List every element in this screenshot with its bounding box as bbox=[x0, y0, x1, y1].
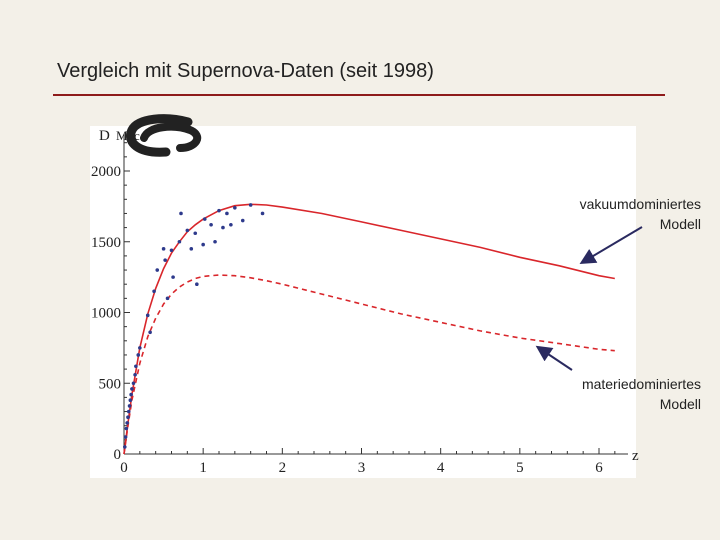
data-point bbox=[177, 239, 182, 244]
data-point bbox=[248, 203, 253, 207]
data-point bbox=[126, 415, 130, 420]
title-underline bbox=[53, 94, 665, 96]
y-tick-label: 2000 bbox=[91, 164, 121, 180]
data-point bbox=[123, 435, 128, 439]
data-point bbox=[122, 445, 127, 449]
data-point bbox=[240, 218, 245, 223]
data-point bbox=[193, 231, 198, 236]
data-point bbox=[225, 211, 229, 216]
y-tick-label: 0 bbox=[114, 447, 122, 463]
data-point bbox=[127, 404, 132, 408]
data-point bbox=[165, 296, 170, 301]
data-point bbox=[145, 313, 150, 318]
x-tick-label: 2 bbox=[279, 460, 287, 476]
data-point bbox=[161, 247, 166, 251]
data-point bbox=[229, 222, 233, 227]
data-point bbox=[148, 330, 152, 335]
data-point bbox=[152, 289, 156, 294]
data-point bbox=[134, 364, 138, 369]
y-axis-label: D bbox=[99, 128, 110, 144]
data-point bbox=[131, 381, 136, 386]
annotation-matter-model: materiedominiertes Modell bbox=[501, 374, 701, 414]
data-point bbox=[202, 217, 207, 221]
annotation-matter-line2: Modell bbox=[659, 396, 701, 412]
logo-mark-icon bbox=[126, 114, 202, 157]
data-point bbox=[128, 398, 133, 403]
x-tick-label: 6 bbox=[595, 460, 603, 476]
data-point bbox=[163, 258, 167, 262]
data-point bbox=[233, 205, 237, 210]
data-point bbox=[201, 242, 205, 247]
data-point bbox=[130, 387, 134, 391]
data-point bbox=[260, 211, 265, 216]
curve-vacuum-dominated bbox=[123, 203, 615, 455]
data-point bbox=[126, 409, 131, 414]
data-point bbox=[189, 247, 194, 251]
y-tick-label: 500 bbox=[99, 376, 122, 392]
data-point bbox=[221, 225, 225, 230]
arrow-matter-model bbox=[535, 345, 573, 371]
annotation-vacuum-model: vakuumdominiertes Modell bbox=[501, 194, 701, 234]
arrow-vacuum-model bbox=[579, 226, 643, 265]
slide-title: Vergleich mit Supernova-Daten (seit 1998… bbox=[57, 60, 434, 82]
data-point bbox=[129, 392, 133, 397]
y-tick-label: 1000 bbox=[91, 306, 121, 322]
annotation-matter-line1: materiedominiertes bbox=[581, 376, 701, 392]
x-tick-label: 1 bbox=[199, 460, 207, 476]
data-point bbox=[185, 228, 190, 233]
y-tick-label: 1500 bbox=[91, 235, 121, 251]
data-point bbox=[209, 222, 213, 227]
x-tick-label: 3 bbox=[358, 460, 366, 476]
chart-panel bbox=[90, 126, 636, 478]
data-point bbox=[124, 426, 129, 431]
data-point bbox=[155, 268, 160, 272]
annotation-vacuum-line1: vakuumdominiertes bbox=[579, 196, 701, 212]
data-point bbox=[125, 421, 129, 425]
data-point bbox=[217, 208, 221, 213]
x-tick-label: 5 bbox=[516, 460, 524, 476]
data-point bbox=[138, 346, 142, 350]
annotation-vacuum-line2: Modell bbox=[659, 216, 701, 232]
data-point bbox=[136, 353, 141, 357]
data-point bbox=[179, 211, 183, 216]
data-point bbox=[195, 282, 199, 286]
data-point bbox=[213, 239, 217, 244]
x-tick-label: 4 bbox=[437, 460, 445, 476]
data-point bbox=[133, 372, 137, 377]
data-point bbox=[171, 275, 175, 279]
data-point bbox=[169, 248, 174, 253]
x-tick-label: 0 bbox=[120, 460, 128, 476]
x-axis-label: z bbox=[632, 448, 639, 464]
curve-matter-dominated bbox=[123, 274, 615, 455]
